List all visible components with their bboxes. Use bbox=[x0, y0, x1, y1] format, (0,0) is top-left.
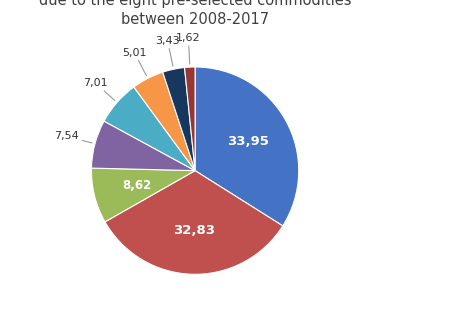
Wedge shape bbox=[105, 171, 283, 274]
Wedge shape bbox=[91, 168, 195, 222]
Wedge shape bbox=[91, 121, 195, 171]
Wedge shape bbox=[163, 68, 195, 171]
Title: Individual share of EU-embodied deforestation
due to the eight pre-selected comm: Individual share of EU-embodied deforest… bbox=[25, 0, 365, 27]
Text: 32,83: 32,83 bbox=[173, 224, 215, 237]
Wedge shape bbox=[104, 87, 195, 171]
Wedge shape bbox=[195, 67, 299, 226]
Text: 3,43: 3,43 bbox=[155, 36, 180, 66]
Text: 5,01: 5,01 bbox=[122, 48, 147, 76]
Text: 33,95: 33,95 bbox=[227, 135, 269, 148]
Wedge shape bbox=[134, 72, 195, 171]
Text: 1,62: 1,62 bbox=[176, 33, 201, 64]
Text: 8,62: 8,62 bbox=[122, 179, 151, 192]
Wedge shape bbox=[185, 67, 195, 171]
Text: 7,54: 7,54 bbox=[55, 131, 92, 143]
Text: 7,01: 7,01 bbox=[83, 78, 115, 100]
